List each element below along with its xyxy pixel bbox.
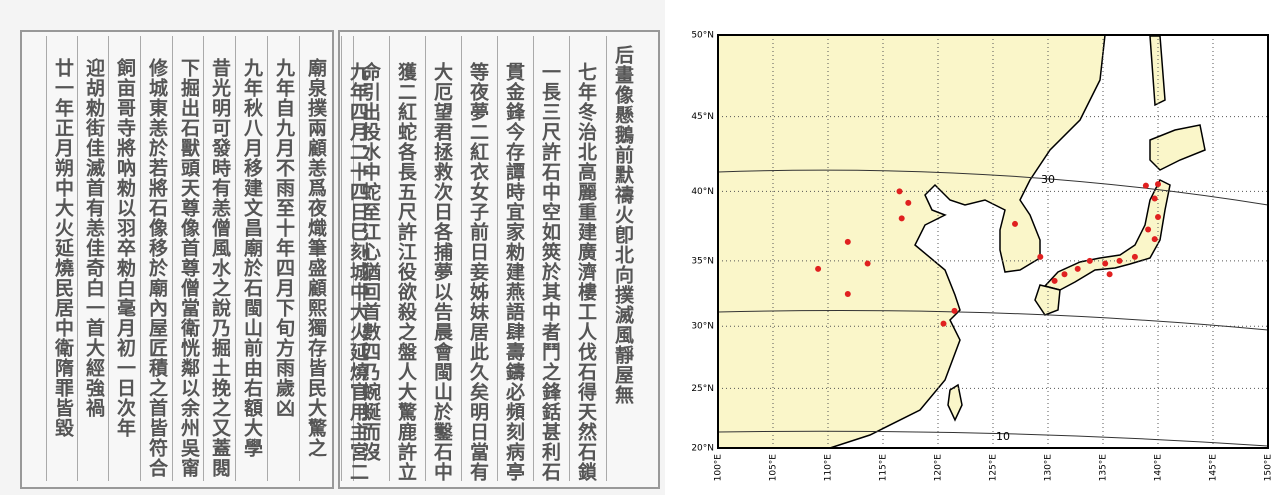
y-tick-label: 45°N	[691, 112, 714, 122]
point	[1152, 196, 1158, 202]
point	[1155, 181, 1161, 187]
map: 30 10 100°E 105°E 110°E 115°E 120°E 125°E 130°…	[0, 0, 1277, 495]
point	[941, 321, 947, 327]
point	[1037, 254, 1043, 260]
point	[1155, 214, 1161, 220]
x-tick-label: 100°E	[714, 454, 724, 482]
point	[1143, 183, 1149, 189]
y-tick-label: 30°N	[691, 322, 714, 332]
x-tick-label: 125°E	[989, 454, 999, 482]
x-tick-label: 120°E	[934, 454, 944, 482]
y-tick-label: 20°N	[691, 444, 714, 454]
point	[865, 261, 871, 267]
point	[1052, 278, 1058, 284]
point	[897, 188, 903, 194]
point	[1152, 236, 1158, 242]
point	[1102, 261, 1108, 267]
point	[899, 215, 905, 221]
point	[845, 239, 851, 245]
x-tick-label: 105°E	[769, 454, 779, 482]
point	[845, 291, 851, 297]
x-tick-label: 130°E	[1044, 454, 1054, 482]
x-tick-label: 145°E	[1209, 454, 1219, 482]
point	[1117, 258, 1123, 264]
x-tick-label: 115°E	[879, 454, 889, 482]
point	[1145, 226, 1151, 232]
point	[1062, 271, 1068, 277]
x-tick-label: 110°E	[824, 454, 834, 482]
point	[905, 200, 911, 206]
contour-label: 30	[1041, 173, 1055, 186]
contour-label: 10	[996, 430, 1010, 443]
y-tick-label: 25°N	[691, 384, 714, 394]
point	[1012, 221, 1018, 227]
x-tick-label: 150°E	[1264, 454, 1274, 482]
point	[815, 266, 821, 272]
point	[1075, 266, 1081, 272]
point	[952, 308, 958, 314]
y-tick-label: 50°N	[691, 31, 714, 41]
y-tick-label: 35°N	[691, 256, 714, 266]
point	[1132, 254, 1138, 260]
x-tick-label: 135°E	[1099, 454, 1109, 482]
y-tick-label: 40°N	[691, 187, 714, 197]
x-tick-label: 140°E	[1154, 454, 1164, 482]
page: 后畫像懸鵝前默禱火卽北向撲滅風靜屋無七年冬治北高麗重建廣濟樓工人伐石得天然石鎖一…	[0, 0, 1277, 495]
point	[1087, 258, 1093, 264]
point	[1107, 271, 1113, 277]
